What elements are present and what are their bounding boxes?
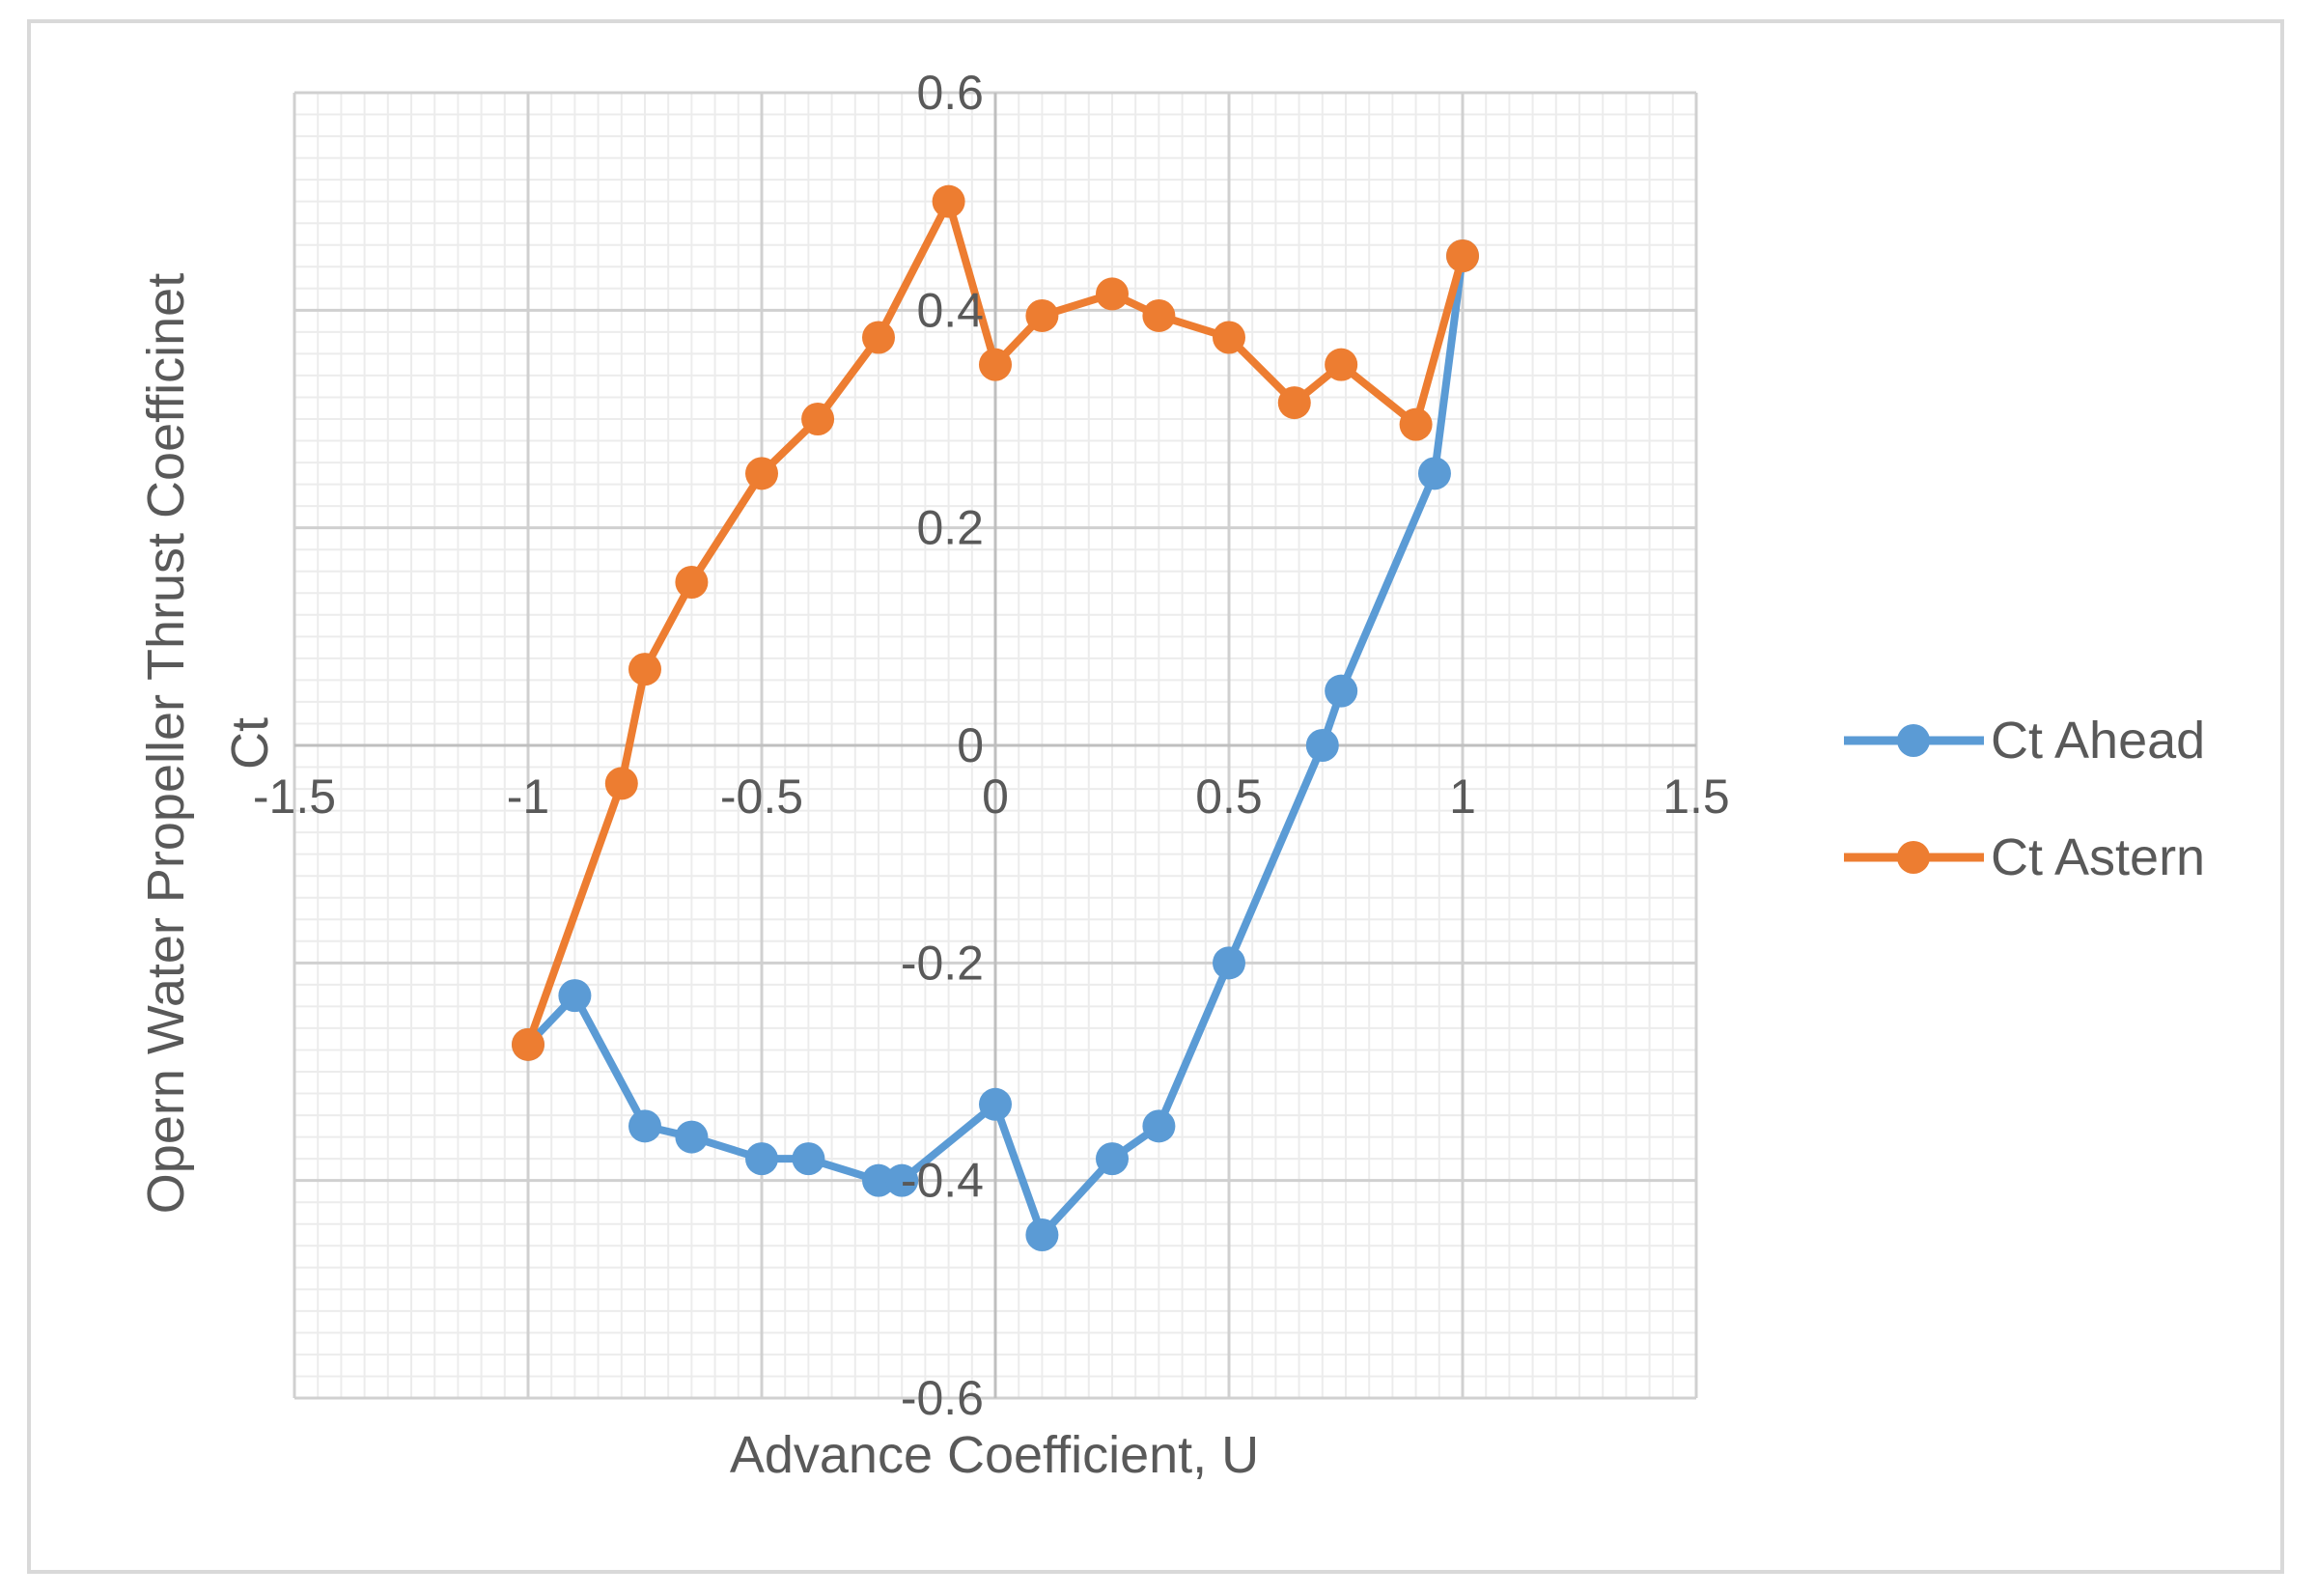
y-tick-label: -0.6 (901, 1371, 984, 1425)
data-point-ct-ahead (1213, 946, 1245, 980)
data-point-ct-astern (932, 184, 965, 218)
data-point-ct-astern (1096, 277, 1129, 311)
data-point-ct-ahead (862, 1163, 895, 1197)
y-tick-label: -0.4 (901, 1154, 984, 1208)
data-point-ct-astern (979, 348, 1012, 381)
data-point-ct-ahead (558, 979, 592, 1013)
x-tick-label: -1 (507, 770, 549, 824)
data-point-ct-astern (745, 457, 778, 490)
y-tick-label: -0.2 (901, 936, 984, 990)
data-point-ct-astern (1142, 298, 1176, 332)
data-point-ct-astern (862, 321, 895, 354)
data-point-ct-ahead (1305, 729, 1339, 762)
x-tick-label: 0.5 (1195, 770, 1263, 824)
data-point-ct-astern (628, 653, 661, 686)
legend-item-ct-astern: Ct Astern (1844, 828, 2205, 886)
data-point-ct-ahead (745, 1142, 778, 1176)
x-tick-label: -1.5 (253, 770, 336, 824)
chart-frame (27, 19, 2284, 1574)
y-tick-label: 0 (957, 718, 984, 772)
y-tick-label: 0.4 (916, 283, 984, 337)
data-point-ct-ahead (1025, 1218, 1059, 1251)
y-tick-label: 0.6 (916, 66, 984, 120)
legend-marker-ct-astern (1897, 841, 1930, 874)
data-point-ct-ahead (675, 1120, 709, 1154)
x-axis-title: Advance Coefficient, U (730, 1426, 1259, 1484)
legend-marker-ct-ahead (1897, 724, 1930, 757)
tick-labels: -1.5 -1 -0.5 0 0.5 1 1.5 -0.6 -0.4 -0.2 0 0.2 0.4 0.6 (253, 66, 1730, 1425)
legend-label-ct-astern: Ct Astern (1991, 828, 2205, 886)
x-tick-label: 0 (982, 770, 1009, 824)
data-point-ct-astern (675, 566, 709, 599)
data-point-ct-astern (1325, 348, 1358, 381)
series-ct-astern (512, 184, 1479, 1061)
data-point-ct-astern (801, 403, 835, 435)
series-layer (512, 184, 1479, 1251)
data-point-ct-astern (1025, 298, 1059, 332)
y-tick-label: 0.2 (916, 501, 984, 555)
data-point-ct-astern (1446, 239, 1479, 272)
data-point-ct-ahead (979, 1087, 1012, 1121)
data-point-ct-ahead (1142, 1109, 1176, 1143)
data-point-ct-astern (1399, 407, 1433, 441)
data-point-ct-ahead (1096, 1142, 1129, 1176)
data-point-ct-astern (1277, 386, 1311, 420)
x-tick-label: 1 (1449, 770, 1476, 824)
legend: Ct Ahead Ct Astern (1844, 712, 2205, 886)
legend-label-ct-ahead: Ct Ahead (1991, 712, 2205, 770)
x-tick-label: 1.5 (1662, 770, 1730, 824)
legend-item-ct-ahead: Ct Ahead (1844, 712, 2205, 770)
y-axis-title: Opern Water Propeller Thrust Coefficinet (137, 273, 195, 1214)
data-point-ct-astern (604, 767, 638, 800)
y-axis-title-ct: Ct (221, 717, 279, 770)
data-point-ct-ahead (1325, 674, 1358, 708)
data-point-ct-ahead (628, 1109, 661, 1143)
data-point-ct-ahead (792, 1142, 825, 1176)
axes (294, 93, 1696, 1398)
data-point-ct-ahead (1417, 457, 1451, 490)
data-point-ct-astern (1213, 321, 1245, 354)
data-point-ct-astern (512, 1027, 544, 1061)
data-point-ct-ahead (885, 1163, 919, 1197)
x-tick-label: -0.5 (720, 770, 803, 824)
